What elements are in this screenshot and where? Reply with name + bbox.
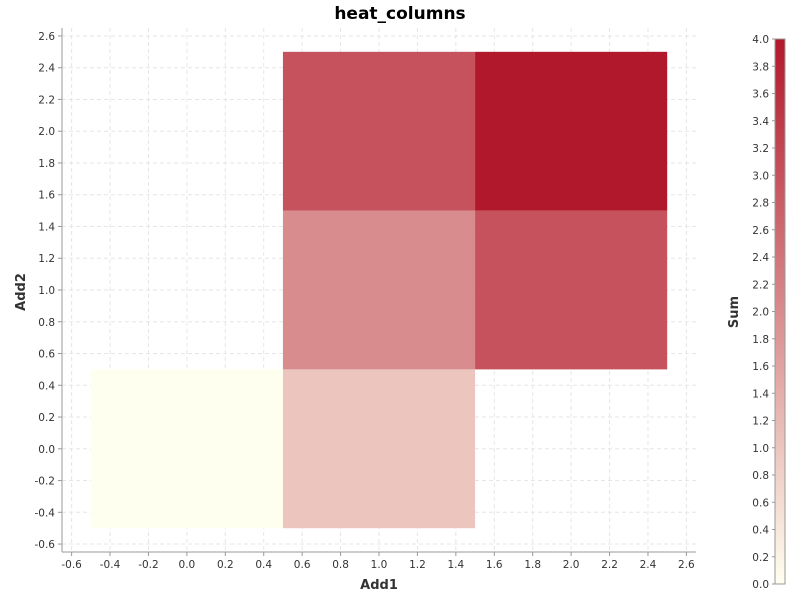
colorbar-tick-label: 3.2 [752, 143, 769, 155]
y-axis-ticks: -0.6 -0.4 -0.2 0.0 0.2 0.4 0.6 0.8 1.0 1.2 1.4 1.6 1… [35, 31, 62, 551]
y-tick-label: 1.0 [38, 285, 55, 297]
heatmap-cell [475, 210, 668, 370]
colorbar-tick-label: 0.4 [752, 525, 769, 537]
colorbar-tick-label: 3.6 [752, 89, 769, 101]
x-tick-label: 0.6 [294, 559, 311, 571]
y-tick-label: 2.6 [38, 31, 55, 43]
colorbar-tick-label: 3.0 [752, 170, 769, 182]
colorbar-tick-label: 2.6 [752, 225, 769, 237]
x-tick-label: 0.8 [332, 559, 349, 571]
x-axis-label: Add1 [360, 578, 398, 593]
x-tick-label: 1.0 [371, 559, 388, 571]
colorbar-tick-label: 4.0 [752, 34, 769, 46]
colorbar-tick-label: 0.0 [752, 579, 769, 591]
y-tick-label: 0.2 [38, 412, 55, 424]
x-tick-label: 0.2 [217, 559, 234, 571]
colorbar-tick-label: 1.0 [752, 443, 769, 455]
y-tick-label: 2.2 [38, 94, 55, 106]
y-tick-label: 0.8 [38, 317, 55, 329]
y-axis-label: Add2 [14, 273, 29, 311]
colorbar [774, 38, 786, 585]
x-tick-label: 1.2 [409, 559, 426, 571]
colorbar-tick-label: 2.2 [752, 279, 769, 291]
y-tick-label: 1.8 [38, 158, 55, 170]
colorbar-tick-label: 1.2 [752, 416, 769, 428]
y-tick-label: 1.2 [38, 253, 55, 265]
colorbar-ticks: 0.0 0.2 0.4 0.6 0.8 1.0 1.2 1.4 1.6 1.8 2.0 2.2 2.4 2… [752, 34, 775, 591]
colorbar-tick-label: 0.8 [752, 470, 769, 482]
colorbar-tick-label: 3.8 [752, 61, 769, 73]
y-tick-label: -0.4 [35, 507, 56, 519]
x-tick-label: 0.0 [179, 559, 196, 571]
x-tick-label: -0.2 [138, 559, 159, 571]
colorbar-label: Sum [727, 296, 742, 328]
y-tick-label: 2.4 [38, 63, 55, 75]
y-tick-label: -0.2 [35, 476, 56, 488]
y-tick-label: 0.0 [38, 444, 55, 456]
y-tick-label: 0.6 [38, 349, 55, 361]
x-tick-label: 0.4 [255, 559, 272, 571]
colorbar-tick-label: 0.6 [752, 497, 769, 509]
heatmap-cells [90, 51, 668, 529]
colorbar-tick-label: 0.2 [752, 552, 769, 564]
colorbar-tick-label: 1.6 [752, 361, 769, 373]
x-tick-label: 2.4 [640, 559, 657, 571]
y-tick-label: -0.6 [35, 539, 56, 551]
heatmap-cell [475, 51, 668, 211]
chart-title: heat_columns [334, 4, 465, 24]
x-axis-ticks: -0.6 -0.4 -0.2 0.0 0.2 0.4 0.6 0.8 1.0 1.2 1.4 1.6 1… [61, 552, 695, 571]
x-tick-label: -0.4 [100, 559, 121, 571]
x-tick-label: 1.4 [447, 559, 464, 571]
heatmap-cell [282, 369, 476, 529]
heatmap-cell [282, 210, 476, 370]
x-tick-label: 2.6 [678, 559, 695, 571]
y-tick-label: 1.4 [38, 221, 55, 233]
heatmap-cell [282, 51, 476, 211]
x-tick-label: 2.0 [563, 559, 580, 571]
x-tick-label: 1.8 [524, 559, 541, 571]
colorbar-tick-label: 1.4 [752, 388, 769, 400]
y-tick-label: 1.6 [38, 190, 55, 202]
colorbar-tick-label: 2.8 [752, 198, 769, 210]
colorbar-tick-label: 2.0 [752, 307, 769, 319]
x-tick-label: 2.2 [601, 559, 618, 571]
y-tick-label: 0.4 [38, 380, 55, 392]
x-tick-label: -0.6 [61, 559, 82, 571]
colorbar-tick-label: 3.4 [752, 116, 769, 128]
colorbar-tick-label: 2.4 [752, 252, 769, 264]
heatmap-cell [90, 369, 283, 529]
x-tick-label: 1.6 [486, 559, 503, 571]
colorbar-tick-label: 1.8 [752, 334, 769, 346]
y-tick-label: 2.0 [38, 126, 55, 138]
